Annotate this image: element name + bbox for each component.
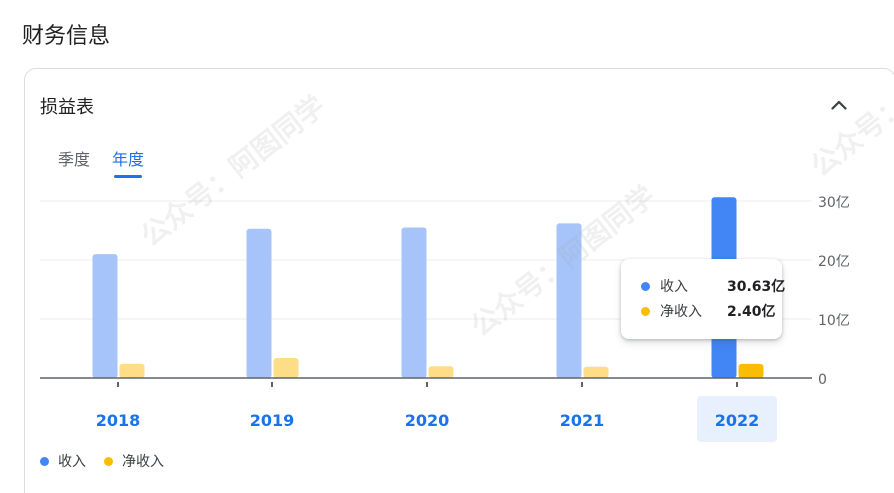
tooltip-row-net-income: 净收入 2.40亿: [641, 301, 776, 321]
period-tabs: 季度 年度: [58, 146, 144, 178]
revenue-bar: [401, 227, 427, 378]
tab-quarterly[interactable]: 季度: [58, 150, 91, 169]
y-tick-label: 10亿: [818, 313, 850, 329]
revenue-bar: [92, 254, 118, 378]
tooltip-series-name: 收入: [660, 279, 688, 295]
legend-label: 收入: [58, 454, 86, 470]
net-income-bar: [738, 363, 764, 378]
page-title: 财务信息: [22, 24, 111, 49]
card-title: 损益表: [40, 97, 94, 118]
tooltip: 收入 30.63亿 净收入 2.40亿: [621, 259, 785, 339]
tooltip-series-name: 净收入: [660, 304, 702, 320]
net-income-bar: [119, 363, 145, 378]
tooltip-row-revenue: 收入 30.63亿: [641, 276, 785, 296]
revenue-dot-icon: [641, 281, 650, 291]
tab-annual[interactable]: 年度: [112, 146, 144, 178]
x-tick-label: 2022: [715, 411, 760, 430]
net-income-bar: [428, 366, 454, 378]
legend-label: 净收入: [122, 454, 164, 470]
legend-item-revenue[interactable]: 收入: [40, 451, 86, 471]
revenue-bar: [246, 228, 272, 378]
tooltip-series-value: 30.63亿: [727, 279, 786, 295]
selected-category-highlight: [697, 396, 777, 442]
collapse-button[interactable]: [826, 92, 852, 118]
chart-legend: 收入 净收入: [40, 451, 164, 471]
x-tick-label: 2018: [96, 411, 141, 430]
tooltip-series-value: 2.40亿: [727, 304, 776, 320]
y-tick-label: 30亿: [818, 195, 850, 211]
revenue-bar: [556, 223, 582, 378]
net-income-dot-icon: [104, 456, 113, 466]
y-tick-label: 20亿: [818, 254, 850, 270]
x-tick-label: 2020: [405, 411, 450, 430]
net-income-bar: [273, 357, 299, 378]
chevron-up-icon: [831, 100, 847, 110]
net-income-dot-icon: [641, 306, 650, 316]
x-tick-label: 2019: [250, 411, 295, 430]
x-tick-label: 2021: [560, 411, 605, 430]
y-tick-label: 0: [818, 372, 827, 388]
net-income-bar: [583, 366, 609, 378]
legend-item-net-income[interactable]: 净收入: [104, 451, 164, 471]
revenue-dot-icon: [40, 456, 49, 466]
